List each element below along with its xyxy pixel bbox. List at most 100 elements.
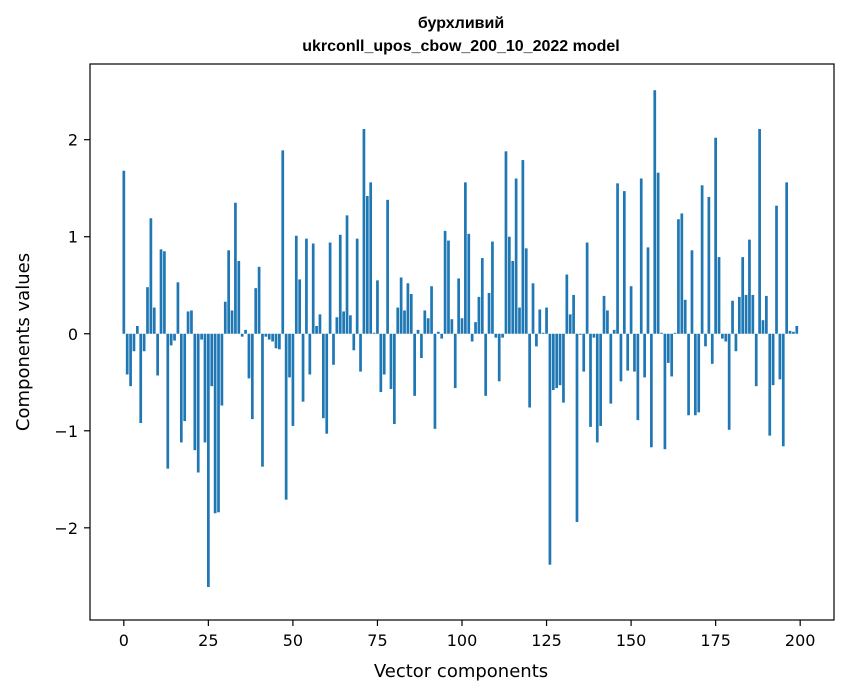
bar-103 — [470, 333, 474, 342]
bar-63 — [335, 317, 339, 334]
bar-64 — [338, 234, 342, 334]
bar-23 — [200, 333, 203, 340]
bar-107 — [484, 333, 488, 396]
bar-58 — [318, 314, 322, 334]
bar-164 — [677, 219, 680, 334]
bar-176 — [717, 257, 721, 334]
bar-112 — [501, 333, 504, 338]
bar-18 — [183, 333, 187, 422]
bar-35 — [240, 333, 244, 337]
bar-24 — [203, 333, 207, 443]
bar-187 — [754, 333, 758, 387]
bar-11 — [159, 249, 163, 334]
bar-10 — [156, 333, 159, 376]
bar-179 — [727, 333, 731, 430]
y-tick-label: 1 — [68, 228, 78, 247]
bar-127 — [551, 333, 555, 391]
bar-17 — [179, 333, 183, 443]
bar-153 — [639, 178, 643, 334]
bar-116 — [514, 178, 518, 334]
bar-104 — [474, 322, 477, 334]
bar-145 — [612, 329, 616, 334]
bar-169 — [693, 333, 697, 416]
bar-197 — [788, 330, 792, 334]
bar-71 — [362, 129, 366, 334]
bar-124 — [541, 332, 545, 334]
bars-group — [122, 90, 799, 588]
bar-192 — [771, 333, 775, 386]
bar-30 — [223, 301, 227, 334]
bar-90 — [426, 318, 430, 334]
bar-118 — [521, 160, 525, 334]
y-axis: −2 −1 0 1 2 — [54, 131, 90, 538]
chart-subtitle: ukrconll_upos_cbow_200_10_2022 model — [302, 38, 619, 55]
bar-117 — [518, 307, 521, 334]
x-tick-label: 150 — [616, 631, 647, 650]
bar-149 — [626, 333, 630, 371]
bar-120 — [528, 333, 531, 408]
x-tick-label: 125 — [531, 631, 562, 650]
bar-65 — [342, 311, 345, 334]
bar-155 — [646, 247, 650, 334]
bar-151 — [633, 333, 636, 372]
bar-128 — [555, 333, 559, 389]
bar-91 — [430, 286, 433, 334]
bar-175 — [714, 137, 717, 334]
bar-99 — [457, 278, 460, 334]
bar-185 — [748, 239, 751, 334]
bar-45 — [274, 333, 278, 349]
bar-191 — [768, 333, 772, 436]
bar-173 — [707, 196, 711, 334]
bar-193 — [775, 205, 778, 334]
bar-34 — [237, 260, 241, 334]
bar-59 — [321, 333, 325, 419]
bar-54 — [305, 238, 308, 334]
bar-166 — [683, 299, 687, 334]
bar-36 — [244, 329, 247, 334]
bar-132 — [568, 314, 572, 334]
bar-4 — [135, 325, 139, 334]
bar-167 — [687, 333, 690, 416]
bar-105 — [477, 296, 481, 334]
bar-86 — [413, 333, 417, 396]
bar-5 — [139, 333, 143, 424]
bar-156 — [650, 333, 653, 448]
bar-113 — [504, 151, 508, 334]
bar-42 — [264, 333, 268, 337]
bar-85 — [409, 293, 413, 334]
bar-189 — [761, 320, 765, 334]
bar-62 — [332, 333, 335, 365]
bar-0 — [122, 170, 126, 334]
bar-154 — [643, 333, 646, 378]
bar-96 — [447, 240, 450, 334]
bar-28 — [217, 333, 220, 513]
bar-190 — [765, 295, 768, 334]
bar-25 — [207, 333, 210, 588]
bar-196 — [785, 182, 789, 334]
bar-41 — [261, 333, 264, 467]
bar-47 — [281, 150, 285, 334]
bar-180 — [731, 300, 734, 334]
y-tick-label: 2 — [68, 131, 78, 150]
bar-98 — [453, 333, 457, 389]
bar-186 — [751, 294, 755, 334]
bar-194 — [778, 333, 782, 380]
x-tick-label: 75 — [367, 631, 387, 650]
bar-170 — [697, 333, 701, 413]
bar-87 — [416, 329, 420, 334]
bar-150 — [629, 286, 633, 334]
bar-70 — [359, 333, 362, 372]
bar-152 — [636, 333, 640, 421]
bar-182 — [737, 296, 741, 334]
bar-60 — [325, 333, 329, 434]
bar-33 — [234, 202, 237, 334]
bar-19 — [186, 311, 190, 334]
bar-82 — [399, 277, 403, 334]
bar-74 — [372, 332, 376, 334]
bar-37 — [247, 333, 251, 379]
bar-178 — [724, 333, 728, 342]
bar-136 — [582, 333, 586, 372]
bar-95 — [443, 230, 447, 334]
bar-109 — [491, 241, 494, 334]
bar-144 — [609, 333, 613, 404]
